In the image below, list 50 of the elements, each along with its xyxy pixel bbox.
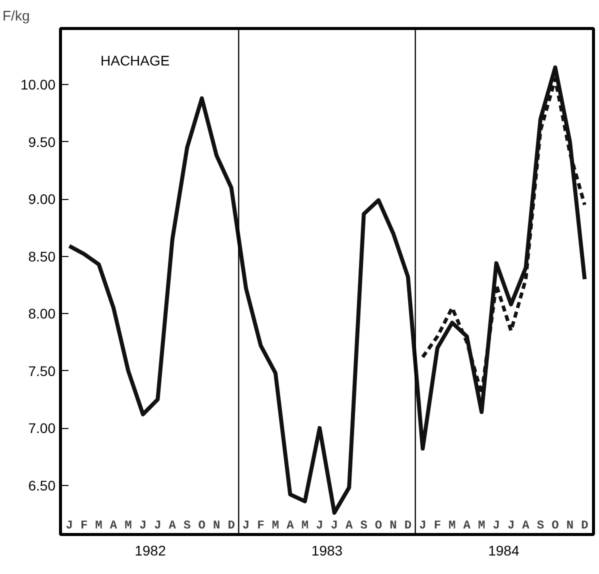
text: 1983 xyxy=(311,542,343,558)
x-tick-label: A xyxy=(286,518,295,532)
x-tick-label: M xyxy=(301,518,309,532)
x-tick-label: O xyxy=(552,518,559,532)
x-tick-label: J xyxy=(507,518,515,532)
x-tick-label: S xyxy=(536,518,544,532)
x-tick-label: A xyxy=(463,518,472,532)
x-tick-label: J xyxy=(66,518,73,532)
y-tick-label: 9.00 xyxy=(28,191,56,208)
x-tick-label: A xyxy=(345,518,354,532)
y-tick-label: 7.50 xyxy=(28,362,56,379)
line-series xyxy=(67,65,587,515)
x-tick-label: M xyxy=(95,518,102,532)
x-tick-label: F xyxy=(80,518,88,532)
x-tick-label: D xyxy=(228,518,235,532)
x-tick-label: O xyxy=(374,518,382,532)
x-tick-label: M xyxy=(448,518,456,532)
x-tick-label: J xyxy=(139,518,147,532)
x-tick-label: J xyxy=(330,518,338,532)
x-tick-label: F xyxy=(434,518,442,532)
x-tick-label: S xyxy=(184,518,191,532)
x-tick-label: O xyxy=(198,518,206,532)
y-tick-label: 8.50 xyxy=(28,248,56,264)
x-tick-label: A xyxy=(522,518,530,532)
x-tick-label: M xyxy=(478,518,486,532)
x-tick-label: A xyxy=(110,518,118,532)
y-tick-label: 7.00 xyxy=(28,420,56,436)
x-tick-label: N xyxy=(390,518,397,532)
x-tick-label: S xyxy=(360,518,368,532)
x-tick-label: F xyxy=(257,518,264,532)
x-tick-label: J xyxy=(316,518,324,532)
x-tick-label: J xyxy=(154,518,162,532)
y-tick-label: 6.50 xyxy=(28,477,56,494)
x-tick-label: J xyxy=(242,518,250,532)
x-tick-label: J xyxy=(492,518,500,532)
x-tick-label: M xyxy=(272,518,280,532)
text: HACHAGE xyxy=(100,52,170,68)
text: 1984 xyxy=(488,542,520,558)
y-tick-label: 9.50 xyxy=(28,134,56,150)
x-tick-label: D xyxy=(581,518,588,532)
x-tick-label: N xyxy=(212,518,220,532)
x-tick-label: D xyxy=(404,518,412,532)
x-tick-label: A xyxy=(168,518,177,532)
x-tick-label: J xyxy=(419,518,426,532)
y-tick-label: 8.00 xyxy=(28,306,56,322)
y-axis-title: F/kg xyxy=(2,8,30,24)
x-tick-label: M xyxy=(124,518,132,532)
x-tick-label: N xyxy=(566,518,574,532)
y-tick-label: 10.00 xyxy=(20,76,56,93)
text: 1982 xyxy=(134,542,166,558)
